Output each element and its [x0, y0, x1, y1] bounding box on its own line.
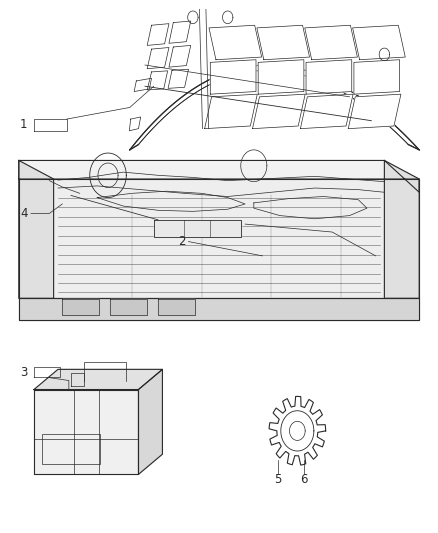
Polygon shape — [300, 94, 353, 128]
Text: 4: 4 — [20, 207, 28, 220]
Polygon shape — [205, 94, 257, 128]
Polygon shape — [147, 23, 169, 45]
Polygon shape — [169, 45, 191, 67]
Polygon shape — [348, 94, 401, 128]
Text: 2: 2 — [178, 235, 186, 248]
Polygon shape — [354, 60, 399, 94]
Bar — [42, 434, 100, 464]
Text: 5: 5 — [274, 473, 282, 486]
Polygon shape — [138, 369, 162, 474]
Polygon shape — [19, 160, 419, 192]
Polygon shape — [168, 69, 188, 88]
Polygon shape — [353, 25, 405, 60]
Polygon shape — [154, 220, 241, 237]
Polygon shape — [110, 300, 147, 316]
Text: 3: 3 — [20, 366, 28, 378]
Polygon shape — [306, 60, 352, 94]
Polygon shape — [169, 21, 191, 43]
Polygon shape — [253, 94, 305, 128]
Polygon shape — [130, 65, 419, 150]
Polygon shape — [257, 25, 310, 60]
Polygon shape — [209, 25, 261, 60]
Polygon shape — [34, 369, 162, 390]
Polygon shape — [147, 71, 168, 90]
Polygon shape — [19, 179, 419, 298]
Polygon shape — [147, 47, 169, 69]
Polygon shape — [19, 160, 53, 298]
Text: 1: 1 — [20, 118, 28, 132]
Polygon shape — [258, 60, 304, 94]
Text: 6: 6 — [300, 473, 307, 486]
Polygon shape — [158, 300, 195, 316]
Polygon shape — [269, 397, 325, 465]
Polygon shape — [62, 300, 99, 316]
Polygon shape — [305, 25, 357, 60]
Polygon shape — [210, 60, 256, 94]
Polygon shape — [34, 390, 138, 474]
Polygon shape — [385, 160, 419, 298]
Polygon shape — [19, 298, 419, 319]
Polygon shape — [290, 421, 305, 440]
